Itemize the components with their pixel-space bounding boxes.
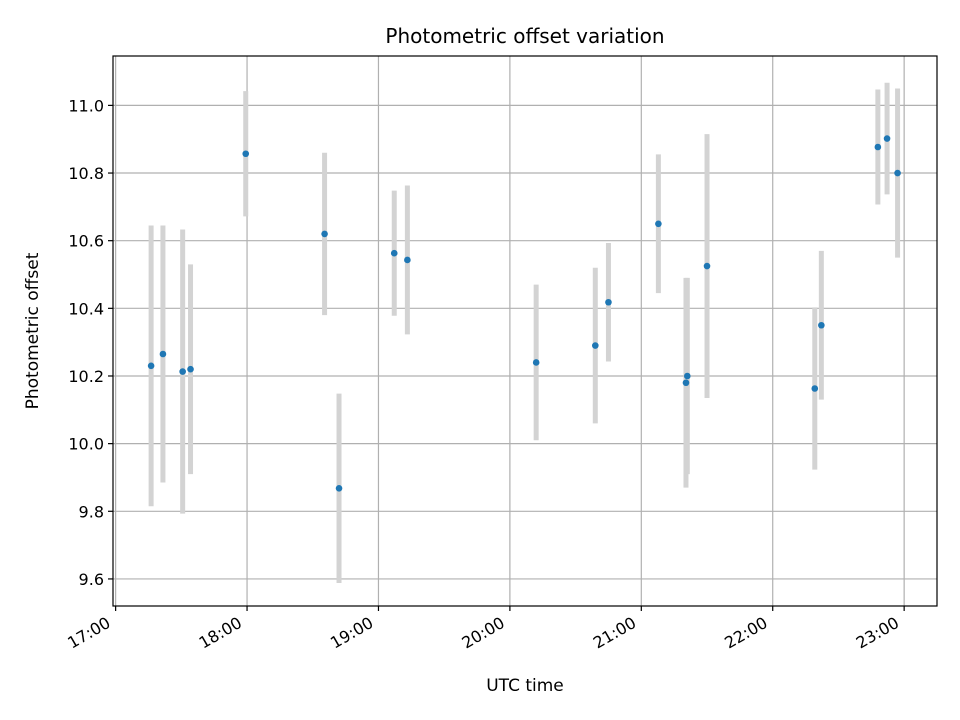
x-axis-title: UTC time bbox=[486, 676, 564, 696]
data-points bbox=[147, 135, 901, 492]
data-point bbox=[605, 298, 612, 306]
y-tick-label: 10.8 bbox=[68, 164, 104, 183]
grid bbox=[113, 56, 937, 606]
data-point bbox=[179, 368, 186, 375]
data-point bbox=[818, 321, 825, 329]
y-axis-title: Photometric offset bbox=[23, 252, 43, 409]
data-point bbox=[874, 143, 882, 151]
data-point bbox=[390, 249, 398, 257]
data-point bbox=[592, 342, 599, 349]
data-point bbox=[159, 350, 167, 358]
chart-title: Photometric offset variation bbox=[385, 24, 664, 48]
data-point bbox=[811, 385, 819, 392]
data-point bbox=[321, 230, 328, 238]
data-point bbox=[682, 379, 690, 387]
plot-frame bbox=[112, 55, 938, 607]
y-tick-label: 11.0 bbox=[68, 96, 104, 115]
data-point bbox=[655, 220, 662, 228]
data-point bbox=[335, 484, 343, 492]
data-point bbox=[187, 365, 194, 373]
y-tick-label: 10.4 bbox=[68, 299, 104, 318]
data-point bbox=[894, 169, 901, 177]
y-tick-label: 9.8 bbox=[79, 502, 104, 521]
data-point bbox=[404, 256, 411, 264]
y-tick-label: 10.2 bbox=[68, 367, 104, 386]
data-point bbox=[883, 135, 891, 142]
y-tick-label: 9.6 bbox=[79, 570, 104, 589]
data-point bbox=[242, 150, 250, 158]
data-point bbox=[703, 262, 711, 270]
data-point bbox=[532, 359, 540, 366]
y-tick-label: 10.6 bbox=[68, 232, 104, 251]
data-point bbox=[684, 372, 691, 380]
data-point bbox=[147, 362, 155, 370]
y-tick-label: 10.0 bbox=[68, 435, 104, 454]
